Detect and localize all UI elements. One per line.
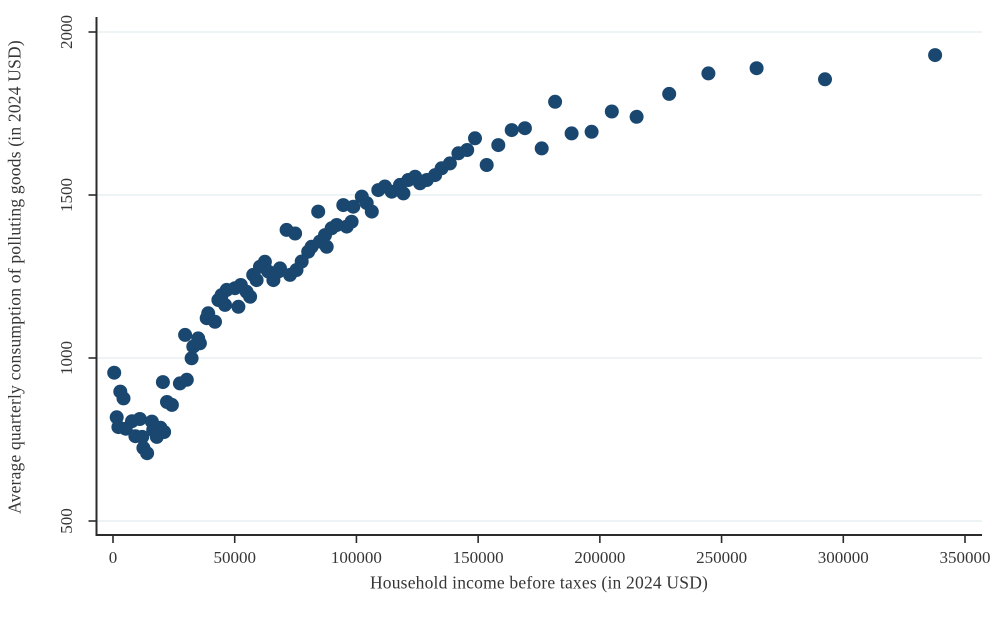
data-point (442, 156, 457, 171)
data-point (140, 446, 155, 461)
data-point (116, 391, 131, 406)
data-point (346, 199, 361, 214)
data-point (491, 138, 506, 153)
x-tick-label: 150000 (453, 548, 504, 567)
x-tick-label: 200000 (574, 548, 625, 567)
data-point (460, 143, 475, 157)
data-point (534, 141, 549, 156)
data-point (584, 124, 599, 139)
data-point (319, 239, 334, 254)
data-point (155, 375, 170, 390)
data-point (132, 412, 147, 426)
y-tick-label: 500 (57, 508, 76, 534)
x-tick-label: 250000 (696, 548, 747, 567)
data-point (928, 48, 943, 63)
data-point (662, 86, 677, 101)
data-point (344, 214, 359, 229)
data-point (364, 204, 379, 219)
data-point (629, 109, 644, 124)
data-point (479, 158, 494, 172)
data-point (164, 397, 179, 412)
x-axis-title: Household income before taxes (in 2024 U… (369, 572, 709, 593)
data-point (604, 104, 619, 119)
data-point (157, 425, 172, 439)
x-tick-label: 0 (109, 548, 118, 567)
data-point (548, 94, 563, 109)
x-tick-label: 300000 (818, 548, 869, 567)
data-point (231, 299, 246, 314)
data-point (504, 123, 519, 138)
y-tick-label: 2000 (57, 15, 76, 49)
data-point (818, 72, 832, 87)
y-tick-label: 1000 (57, 341, 76, 375)
data-point (273, 261, 287, 276)
y-tick-label: 1500 (57, 178, 76, 212)
data-point (107, 365, 122, 380)
x-tick-label: 100000 (331, 548, 382, 567)
data-point (311, 204, 326, 219)
data-point (184, 351, 199, 366)
y-axis-title: Average quarterly consumption of polluti… (4, 40, 25, 514)
x-tick-label: 350000 (940, 548, 991, 567)
data-point (192, 336, 207, 351)
data-point (179, 372, 194, 387)
data-point (749, 61, 764, 76)
data-point (243, 289, 258, 304)
data-point (701, 66, 716, 81)
data-point (468, 131, 482, 146)
data-point (249, 273, 264, 288)
data-point (135, 429, 150, 444)
data-point (218, 297, 232, 312)
data-point (517, 121, 532, 136)
x-tick-label: 50000 (213, 548, 256, 567)
data-point (396, 186, 411, 201)
data-point (564, 126, 579, 141)
data-point (178, 327, 193, 342)
data-point (288, 226, 303, 241)
data-point (208, 314, 222, 329)
